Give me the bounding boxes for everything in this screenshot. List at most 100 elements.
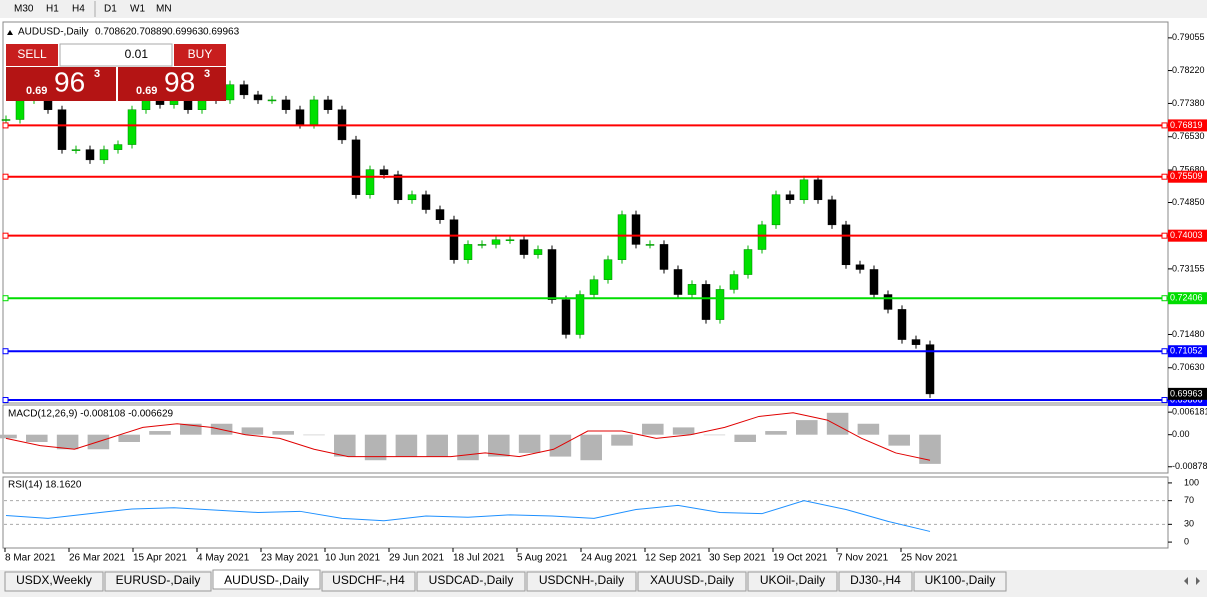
candle bbox=[841, 224, 851, 266]
tab[interactable] bbox=[321, 571, 416, 592]
timeframe-button[interactable]: M30 bbox=[14, 4, 34, 15]
macd-title: MACD(12,26,9) -0.008108 -0.006629 bbox=[8, 409, 174, 420]
candle bbox=[883, 294, 893, 310]
macd-bar bbox=[888, 434, 910, 446]
candle bbox=[729, 274, 739, 290]
tab[interactable] bbox=[4, 571, 104, 592]
candle bbox=[673, 269, 683, 295]
candle bbox=[477, 244, 487, 246]
level-handle bbox=[1161, 397, 1168, 404]
level-handle bbox=[1161, 295, 1168, 302]
tab[interactable] bbox=[416, 571, 526, 592]
candle bbox=[869, 269, 879, 295]
macd-bar bbox=[642, 423, 664, 435]
price-tick-label: 0.73155 bbox=[1172, 263, 1205, 273]
macd-bar bbox=[303, 434, 325, 436]
rsi-tick-label: 0 bbox=[1184, 536, 1189, 546]
candle bbox=[631, 214, 641, 245]
level-label-bg bbox=[1168, 345, 1207, 358]
macd-bar bbox=[26, 434, 48, 442]
macd-bar bbox=[611, 434, 633, 446]
candle bbox=[323, 99, 333, 110]
rsi-title: RSI(14) 18.1620 bbox=[8, 480, 82, 491]
candle bbox=[85, 149, 95, 161]
tab[interactable] bbox=[637, 571, 747, 592]
candle bbox=[659, 244, 669, 270]
candle bbox=[561, 299, 571, 335]
candle bbox=[575, 294, 585, 335]
timeframe-button[interactable]: H1 bbox=[46, 4, 59, 15]
tab[interactable] bbox=[747, 571, 838, 592]
symbol-label: AUDUSD-,Daily bbox=[18, 27, 89, 38]
candle bbox=[757, 224, 767, 250]
bid-box[interactable] bbox=[6, 67, 116, 101]
tab-scroll-right[interactable] bbox=[1196, 577, 1200, 585]
timeframe-button[interactable]: H4 bbox=[72, 4, 85, 15]
price-tick-label: 0.71480 bbox=[1172, 329, 1205, 339]
level-label: 0.74003 bbox=[1170, 230, 1203, 240]
price-tick-label: 0.74850 bbox=[1172, 197, 1205, 207]
buy-button[interactable] bbox=[174, 44, 226, 66]
candle bbox=[57, 109, 67, 150]
level-label-bg bbox=[1168, 119, 1207, 132]
candle bbox=[113, 144, 123, 150]
sell-button[interactable] bbox=[6, 44, 58, 66]
ohlc-value: 0.70862 bbox=[95, 27, 132, 38]
level-handle bbox=[2, 295, 9, 302]
date-label: 5 Aug 2021 bbox=[517, 553, 568, 564]
price-tick-label: 0.79055 bbox=[1172, 32, 1205, 42]
candle bbox=[533, 249, 543, 255]
date-label: 15 Apr 2021 bbox=[133, 553, 187, 564]
bid-small: 3 bbox=[94, 68, 100, 80]
timeframe-button[interactable]: W1 bbox=[130, 4, 145, 15]
price-tick-label: 0.75680 bbox=[1172, 164, 1205, 174]
level-label: 0.76819 bbox=[1170, 120, 1203, 130]
date-label: 30 Sep 2021 bbox=[709, 553, 766, 564]
macd-bar bbox=[364, 434, 387, 461]
tab[interactable] bbox=[838, 571, 913, 592]
candle bbox=[687, 284, 697, 295]
candle bbox=[785, 194, 795, 201]
date-label: 8 Mar 2021 bbox=[5, 553, 56, 564]
current-price-bg bbox=[1168, 387, 1207, 400]
candle bbox=[1, 119, 11, 121]
candle bbox=[771, 194, 781, 226]
date-label: 12 Sep 2021 bbox=[645, 553, 702, 564]
level-handle bbox=[1161, 348, 1168, 355]
macd-bar bbox=[426, 434, 448, 457]
macd-bar bbox=[488, 434, 510, 457]
tab-scroll-left[interactable] bbox=[1184, 577, 1188, 585]
timeframe-button[interactable]: MN bbox=[156, 4, 172, 15]
tab-label: USDCAD-,Daily bbox=[429, 573, 514, 587]
macd-bar bbox=[580, 434, 602, 461]
level-label-bg bbox=[1168, 170, 1207, 183]
candle bbox=[715, 289, 725, 320]
candle bbox=[701, 284, 711, 320]
tab-label: EURUSD-,Daily bbox=[116, 573, 201, 587]
level-label-bg bbox=[1168, 229, 1207, 242]
tab[interactable] bbox=[526, 571, 637, 592]
tab-label: AUDUSD-,Daily bbox=[224, 573, 309, 587]
tab-label: USDCHF-,H4 bbox=[332, 573, 405, 587]
ask-box[interactable] bbox=[118, 67, 226, 101]
rsi-tick-label: 100 bbox=[1184, 477, 1199, 487]
sell-label: SELL bbox=[17, 47, 47, 61]
candle bbox=[813, 179, 823, 201]
macd-bar bbox=[180, 423, 202, 435]
rsi-tick-label: 30 bbox=[1184, 519, 1194, 529]
macd-tick-label: 0.006181 bbox=[1172, 407, 1207, 417]
tab[interactable] bbox=[212, 569, 321, 590]
current-price-label: 0.69963 bbox=[1170, 388, 1203, 398]
lot-input[interactable] bbox=[59, 43, 173, 67]
ohlc-value: 0.70889 bbox=[131, 27, 168, 38]
level-handle bbox=[1161, 173, 1168, 180]
tab-label: UKOil-,Daily bbox=[760, 573, 825, 587]
tab[interactable] bbox=[104, 571, 212, 592]
tab[interactable] bbox=[913, 571, 1007, 592]
timeframe-button[interactable]: D1 bbox=[104, 4, 117, 15]
macd-bar bbox=[919, 434, 941, 464]
date-label: 19 Oct 2021 bbox=[773, 553, 828, 564]
date-label: 23 May 2021 bbox=[261, 553, 319, 564]
tab-label: DJ30-,H4 bbox=[850, 573, 901, 587]
candle bbox=[421, 194, 431, 210]
